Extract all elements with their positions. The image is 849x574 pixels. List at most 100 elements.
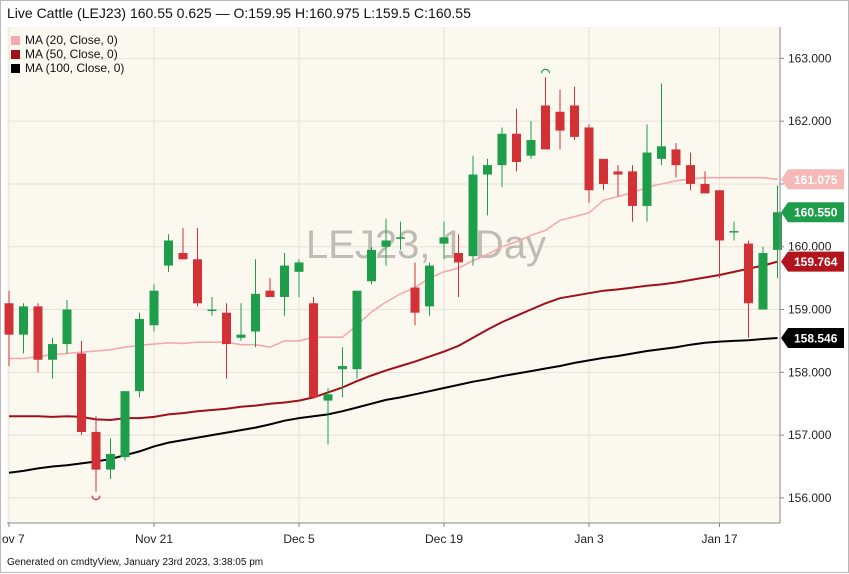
- high-low-markers: [91, 68, 551, 501]
- price-tag-bg: [781, 251, 844, 272]
- price-tag-bg: [781, 202, 844, 223]
- candle-body: [642, 152, 652, 206]
- candle-body: [410, 287, 420, 313]
- candle-body: [222, 312, 231, 345]
- y-tick-label: 157.000: [788, 428, 832, 442]
- high-marker: [540, 68, 551, 74]
- x-tick-label: Nov 21: [135, 532, 173, 546]
- y-axis: 156.000157.000158.000159.000160.000161.0…: [780, 51, 832, 505]
- candle: [700, 171, 710, 194]
- candle-body: [207, 309, 217, 312]
- candle: [715, 190, 724, 279]
- legend-label: MA (50, Close, 0): [25, 47, 118, 61]
- candle-body: [439, 237, 449, 244]
- candle: [323, 388, 333, 445]
- candle-body: [48, 344, 57, 360]
- plot-background: [7, 27, 780, 523]
- price-tag-bg: [781, 169, 844, 190]
- candle: [541, 77, 550, 150]
- candle-body: [773, 212, 782, 250]
- candle: [758, 246, 768, 310]
- candle: [555, 89, 565, 150]
- chart-title: Live Cattle (LEJ23) 160.55 0.625 — O:159…: [7, 5, 471, 21]
- price-tag-label: 159.764: [794, 255, 838, 269]
- candle: [396, 221, 405, 250]
- candle-body: [193, 259, 202, 304]
- legend-swatch: [11, 35, 20, 45]
- candle-body: [526, 140, 536, 156]
- candle: [48, 337, 57, 379]
- candle: [164, 234, 173, 272]
- candle-body: [613, 171, 623, 175]
- price-tag-label: 161.075: [794, 173, 838, 187]
- candle: [236, 303, 246, 341]
- y-tick-label: 163.000: [788, 51, 832, 65]
- candle-body: [381, 240, 391, 247]
- candlesticks: [4, 77, 782, 492]
- x-tick-label: Jan 17: [701, 532, 737, 546]
- candle-body: [19, 306, 28, 335]
- candle: [686, 152, 695, 191]
- legend-item-ma100[interactable]: MA (100, Close, 0): [11, 61, 124, 75]
- price-tag: 161.075: [781, 169, 844, 190]
- candle-body: [570, 105, 579, 137]
- candle-body: [178, 253, 188, 260]
- legend-swatch: [11, 63, 20, 73]
- candle: [729, 221, 739, 241]
- y-tick-label: 162.000: [788, 114, 832, 128]
- price-tag-label: 160.550: [794, 206, 838, 220]
- x-axis: Nov 7 Nov 21 Dec 5 Dec 19 Jan 3 Jan 17: [1, 523, 738, 546]
- candle: [265, 278, 275, 297]
- candle-body: [236, 334, 246, 338]
- candle: [222, 303, 231, 379]
- candle-body: [715, 190, 724, 241]
- x-tick-label: Dec 5: [283, 532, 315, 546]
- candle: [77, 340, 86, 436]
- candle-body: [338, 366, 347, 370]
- candle-body: [309, 303, 318, 398]
- candle: [657, 83, 666, 166]
- candle-body: [367, 249, 376, 282]
- candle-body: [323, 394, 333, 401]
- candle: [135, 312, 144, 398]
- candle: [381, 218, 391, 266]
- candle-body: [265, 290, 275, 297]
- footer-generated-note: Generated on cmdtyView, January 23rd 202…: [7, 557, 264, 568]
- candle: [193, 227, 202, 307]
- candle-body: [4, 303, 14, 335]
- ma-line-1: [9, 260, 778, 422]
- candle-body: [686, 165, 695, 184]
- watermark: LEJ23, 1 Day: [306, 223, 546, 267]
- candle-body: [454, 253, 463, 263]
- legend-label: MA (20, Close, 0): [25, 33, 118, 47]
- candle: [352, 290, 362, 379]
- price-tag: 158.546: [781, 328, 844, 349]
- price-tags: 161.075 160.550 159.764 158.546: [781, 169, 844, 349]
- legend-item-ma20[interactable]: MA (20, Close, 0): [11, 33, 124, 47]
- ma-line-2: [8, 337, 778, 474]
- candle-body: [294, 262, 304, 272]
- candle: [367, 246, 376, 285]
- candle: [280, 253, 289, 316]
- candle-body: [352, 290, 362, 370]
- candle: [613, 165, 623, 197]
- candle: [149, 284, 159, 332]
- legend-item-ma50[interactable]: MA (50, Close, 0): [11, 47, 124, 61]
- candle-body: [149, 290, 159, 326]
- candle-body: [33, 306, 43, 360]
- price-tag-label: 158.546: [794, 332, 838, 346]
- candle-body: [512, 133, 521, 162]
- candle-body: [671, 149, 681, 166]
- candle-body: [483, 165, 492, 175]
- candle-body: [91, 431, 101, 470]
- candle-body: [251, 293, 260, 332]
- candle: [512, 108, 521, 172]
- candle-body: [628, 171, 637, 206]
- candle-body: [758, 253, 768, 310]
- low-marker: [91, 495, 101, 501]
- candle: [454, 234, 463, 297]
- candle-body: [700, 183, 710, 194]
- price-tag: 160.550: [781, 202, 844, 223]
- candle-body: [657, 146, 666, 159]
